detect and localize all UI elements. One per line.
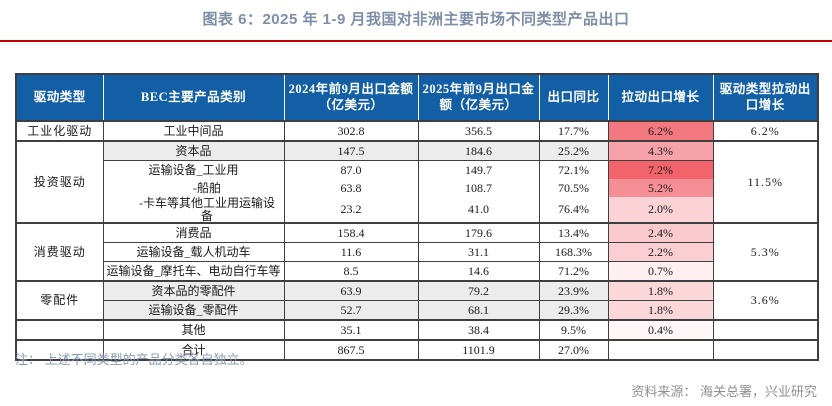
title-accent-rule (0, 40, 832, 42)
amount-2024-cell: 35.1 (283, 319, 419, 341)
driver-pull-cell: 3.6% (712, 280, 819, 321)
figure-title: 图表 6：2025 年 1-9 月我国对非洲主要市场不同类型产品出口 (202, 11, 630, 28)
amount-2024-cell: 302.8 (283, 120, 419, 141)
table-row: 运输设备_载人机动车 11.6 31.1 168.3% 2.2% (16, 242, 818, 262)
table-row: 运输设备_摩托车、电动自行车等 8.5 14.6 71.2% 0.7% (16, 261, 818, 282)
amount-2025-cell: 184.6 (417, 140, 540, 161)
col-header-yoy: 出口同比 (538, 74, 609, 122)
col-header-driver-type: 驱动类型 (15, 74, 104, 122)
yoy-cell: 27.0% (538, 339, 609, 361)
driver-cell: 工业化驱动 (15, 120, 104, 141)
col-header-pull-growth: 拉动出口增长 (607, 74, 714, 122)
pull-growth-cell (607, 339, 714, 361)
table-row: 零配件 资本品的零配件 63.9 79.2 23.9% 1.8% 3.6% (15, 280, 819, 321)
driver-pull-cell: 11.5% (712, 139, 819, 224)
pull-growth-cell: 7.2% (607, 160, 714, 179)
col-header-2024-amount: 2024年前9月出口金额（亿美元） (283, 74, 419, 122)
driver-cell: 零配件 (15, 280, 104, 321)
table-row: 消费驱动 消费品 158.4 179.6 13.4% 2.4% 5.3% (15, 222, 819, 282)
header-row: 驱动类型 BEC主要产品类别 2024年前9月出口金额（亿美元） 2025年前9… (15, 74, 819, 122)
table-row: -卡车等其他工业用运输设备 23.2 41.0 76.4% 2.0% (16, 197, 818, 224)
product-cell: 资本品 (102, 140, 285, 161)
amount-2025-cell: 38.4 (417, 319, 540, 341)
pull-growth-cell: 0.4% (607, 319, 714, 341)
pull-growth-cell: 2.4% (607, 222, 714, 243)
driver-pull-cell (712, 319, 819, 341)
pull-growth-cell: 2.2% (607, 242, 714, 262)
amount-2025-cell: 149.7 (417, 160, 540, 179)
driver-pull-cell (712, 339, 819, 361)
yoy-cell: 29.3% (538, 300, 609, 321)
yoy-cell: 72.1% (538, 160, 609, 179)
yoy-cell: 76.4% (538, 197, 609, 224)
yoy-cell: 13.4% (538, 222, 609, 243)
amount-2025-cell: 41.0 (417, 197, 540, 224)
driver-cell (15, 339, 104, 361)
yoy-cell: 168.3% (538, 242, 609, 262)
product-cell: -船舶 (102, 179, 285, 197)
figure-note: 注： 上述不同类型的产品分类各自独立。 (15, 352, 253, 367)
amount-2024-cell: 147.5 (283, 140, 419, 161)
pull-growth-cell: 4.3% (607, 140, 714, 161)
amount-2024-cell: 11.6 (283, 242, 419, 262)
pull-growth-cell: 0.7% (607, 261, 714, 282)
product-cell: 运输设备_摩托车、电动自行车等 (102, 261, 285, 282)
table-row: 投资驱动 资本品 147.5 184.6 25.2% 4.3% 11.5% (15, 139, 819, 224)
table-row: 运输设备_零配件 52.7 68.1 29.3% 1.8% (16, 300, 818, 321)
table-row: 合计 867.5 1101.9 27.0% (15, 339, 819, 361)
col-header-driver-pull-growth: 驱动类型拉动出口增长 (712, 74, 819, 122)
amount-2024-cell: 23.2 (283, 197, 419, 224)
driver-pull-cell: 5.3% (712, 222, 819, 282)
amount-2025-cell: 1101.9 (417, 339, 540, 361)
amount-2025-cell: 79.2 (417, 280, 540, 301)
amount-2024-cell: 87.0 (283, 160, 419, 179)
yoy-cell: 17.7% (538, 120, 609, 141)
product-cell: -卡车等其他工业用运输设备 (102, 197, 285, 224)
amount-2025-cell: 14.6 (417, 261, 540, 282)
table-row: 运输设备_工业用 87.0 149.7 72.1% 7.2% (16, 160, 818, 179)
yoy-cell: 71.2% (538, 261, 609, 282)
amount-2024-cell: 63.9 (283, 280, 419, 301)
export-table: 驱动类型 BEC主要产品类别 2024年前9月出口金额（亿美元） 2025年前9… (15, 73, 819, 362)
table-row: 工业化驱动 工业中间品 302.8 356.5 17.7% 6.2% 6.2% (15, 120, 819, 141)
pull-growth-cell: 2.0% (607, 197, 714, 224)
pull-growth-cell: 1.8% (607, 300, 714, 321)
amount-2024-cell: 63.8 (283, 179, 419, 197)
yoy-cell: 23.9% (538, 280, 609, 301)
product-cell: 其他 (102, 319, 285, 341)
product-cell: 资本品的零配件 (102, 280, 285, 301)
source-line: 资料来源： 海关总署，兴业研究 (631, 384, 817, 399)
table-row: -船舶 63.8 108.7 70.5% 5.2% (16, 179, 818, 197)
product-cell: 运输设备_工业用 (102, 160, 285, 179)
driver-cell: 投资驱动 (15, 139, 104, 224)
product-cell: 运输设备_载人机动车 (102, 242, 285, 262)
col-header-bec-category: BEC主要产品类别 (102, 74, 285, 122)
yoy-cell: 25.2% (538, 140, 609, 161)
product-cell: 消费品 (102, 222, 285, 243)
product-cell: 工业中间品 (102, 120, 285, 141)
amount-2024-cell: 8.5 (283, 261, 419, 282)
product-cell: 合计 (102, 339, 285, 361)
product-cell: 运输设备_零配件 (102, 300, 285, 321)
amount-2025-cell: 356.5 (417, 120, 540, 141)
amount-2025-cell: 68.1 (417, 300, 540, 321)
yoy-cell: 70.5% (538, 179, 609, 197)
pull-growth-cell: 1.8% (607, 280, 714, 301)
amount-2024-cell: 52.7 (283, 300, 419, 321)
driver-cell (15, 319, 104, 341)
amount-2024-cell: 158.4 (283, 222, 419, 243)
amount-2025-cell: 179.6 (417, 222, 540, 243)
col-header-2025-amount: 2025年前9月出口金额（亿美元） (417, 74, 540, 122)
yoy-cell: 9.5% (538, 319, 609, 341)
amount-2025-cell: 31.1 (417, 242, 540, 262)
pull-growth-cell: 6.2% (607, 120, 714, 141)
table-row: 其他 35.1 38.4 9.5% 0.4% (15, 319, 819, 341)
amount-2025-cell: 108.7 (417, 179, 540, 197)
driver-cell: 消费驱动 (15, 222, 104, 282)
pull-growth-cell: 5.2% (607, 179, 714, 197)
amount-2024-cell: 867.5 (283, 339, 419, 361)
driver-pull-cell: 6.2% (712, 120, 819, 141)
